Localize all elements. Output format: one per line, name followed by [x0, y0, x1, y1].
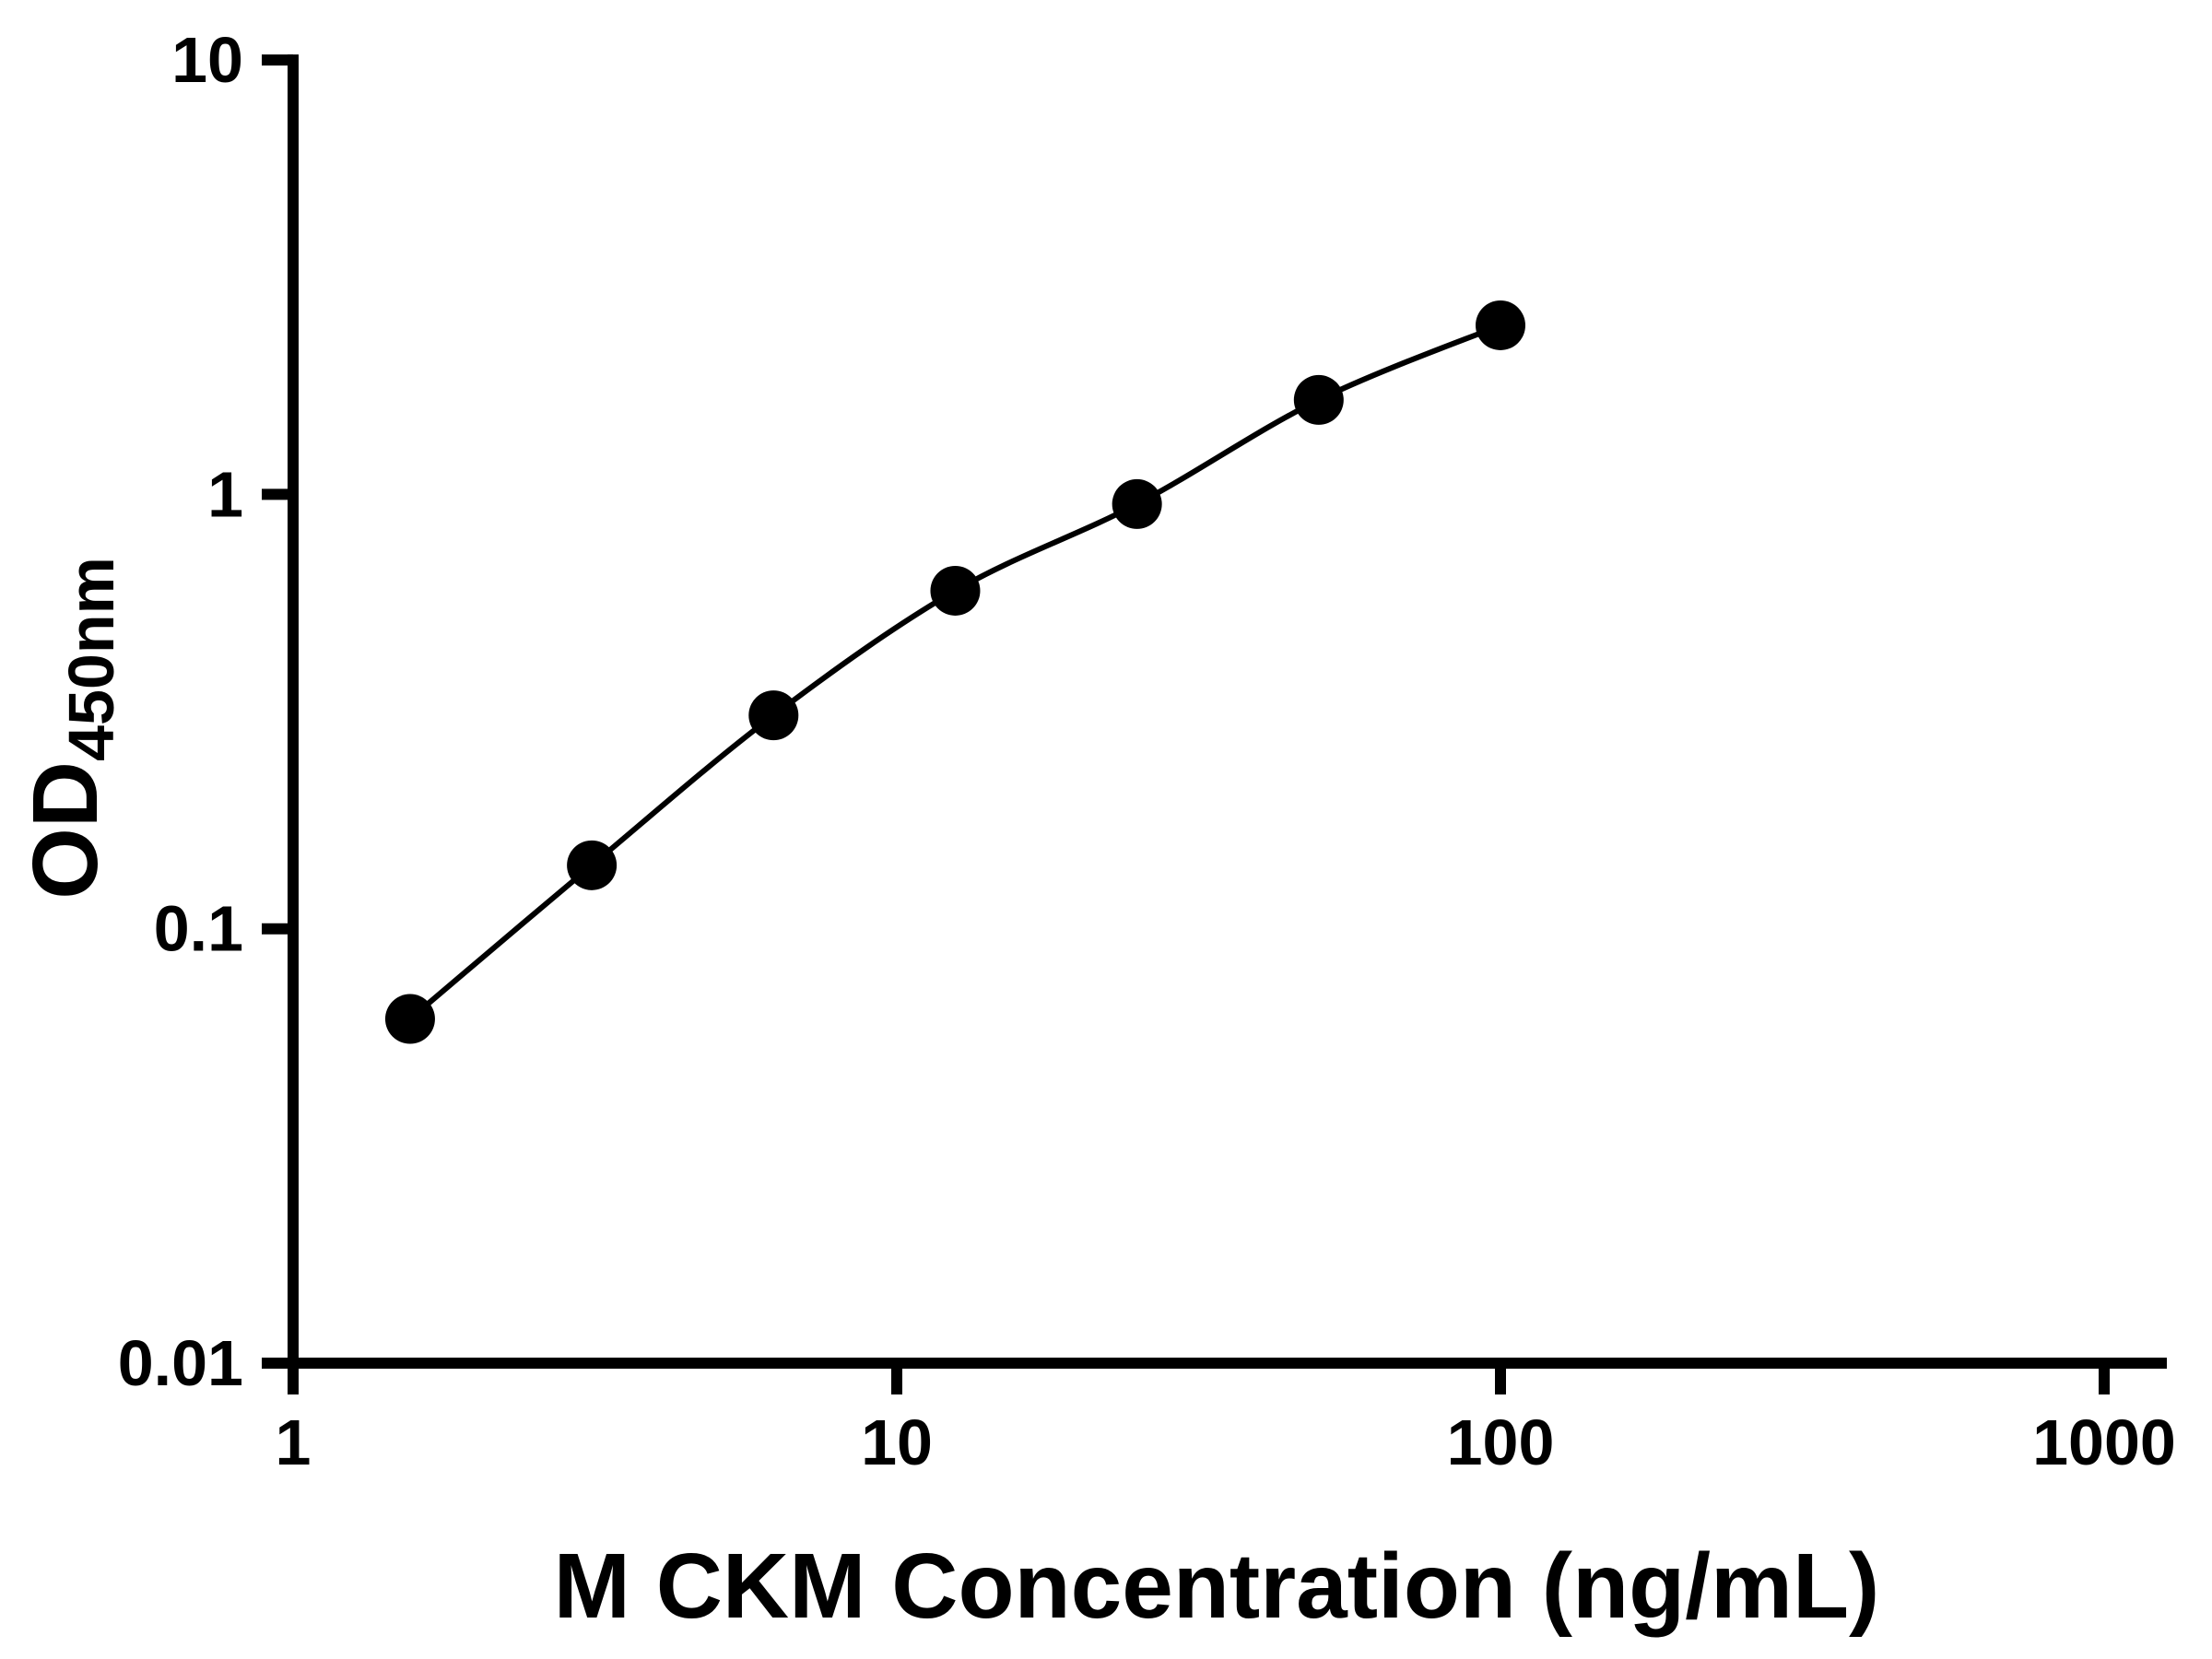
data-point-marker: [1293, 374, 1344, 425]
data-point-marker: [1476, 300, 1525, 350]
y-axis-title-subscript: 450nm: [55, 557, 127, 761]
x-tick-label: 100: [1447, 1406, 1555, 1478]
y-tick-label: 10: [171, 24, 243, 96]
data-point-marker: [930, 565, 981, 616]
x-tick-label: 1000: [2032, 1406, 2176, 1478]
x-axis-title: M CKM Concentration (ng/mL): [554, 1535, 1880, 1638]
data-point-marker: [567, 840, 618, 890]
data-point-marker: [1112, 478, 1162, 529]
x-tick-label: 10: [861, 1406, 933, 1478]
y-tick-label: 0.01: [118, 1327, 243, 1399]
fit-curve-line: [408, 323, 1502, 1021]
y-tick-label: 1: [207, 458, 243, 530]
y-axis-title: OD450nm: [14, 557, 127, 900]
plot-area: 1 10 100 1000 0.01 0.1 1 10: [118, 24, 2176, 1478]
axis-frame: [288, 54, 2167, 1369]
data-point-marker: [384, 994, 435, 1044]
y-axis-title-main: OD: [14, 761, 117, 900]
data-point-marker: [748, 690, 799, 741]
y-tick-label: 0.1: [154, 893, 243, 965]
x-tick-label: 1: [276, 1406, 312, 1478]
